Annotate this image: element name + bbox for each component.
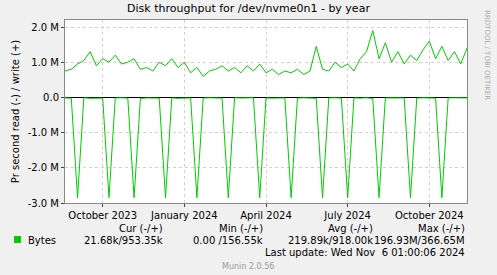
svg-text:October 2023: October 2023 xyxy=(68,210,137,221)
svg-text:Last update: Wed Nov 6 01:00:: Last update: Wed Nov 6 01:00:06 2024 xyxy=(265,247,465,258)
svg-text:January 2024: January 2024 xyxy=(150,210,218,221)
svg-text:Disk throughput for /dev/nvme0: Disk throughput for /dev/nvme0n1 - by ye… xyxy=(127,2,370,15)
svg-text:1.0 M: 1.0 M xyxy=(31,57,59,68)
svg-text:April 2024: April 2024 xyxy=(240,210,291,221)
svg-text:219.89k/918.00k: 219.89k/918.00k xyxy=(288,235,373,246)
svg-text:Pr second read (-) / write (+): Pr second read (-) / write (+) xyxy=(10,40,21,183)
svg-text:Bytes: Bytes xyxy=(28,235,56,246)
svg-text:October 2024: October 2024 xyxy=(395,210,464,221)
svg-text:2.0 M: 2.0 M xyxy=(31,22,59,33)
svg-text:-2.0 M: -2.0 M xyxy=(28,162,59,173)
svg-text:RRDTOOL / TOBI OETIKER: RRDTOOL / TOBI OETIKER xyxy=(483,10,491,100)
svg-text:July 2024: July 2024 xyxy=(323,210,371,221)
svg-text:21.68k/953.35k: 21.68k/953.35k xyxy=(84,235,163,246)
svg-text:-3.0 M: -3.0 M xyxy=(28,198,59,209)
svg-text:0.00 /156.55k: 0.00 /156.55k xyxy=(193,235,263,246)
svg-text:Avg (-/+): Avg (-/+) xyxy=(328,223,373,234)
svg-text:-1.0 M: -1.0 M xyxy=(28,127,59,138)
svg-text:0.0: 0.0 xyxy=(43,92,59,103)
svg-text:Munin 2.0.56: Munin 2.0.56 xyxy=(222,262,274,271)
svg-text:Cur (-/+): Cur (-/+) xyxy=(119,223,163,234)
svg-text:Min (-/+): Min (-/+) xyxy=(219,223,263,234)
svg-text:Max (-/+): Max (-/+) xyxy=(418,223,465,234)
svg-text:196.93M/366.65M: 196.93M/366.65M xyxy=(374,235,465,246)
